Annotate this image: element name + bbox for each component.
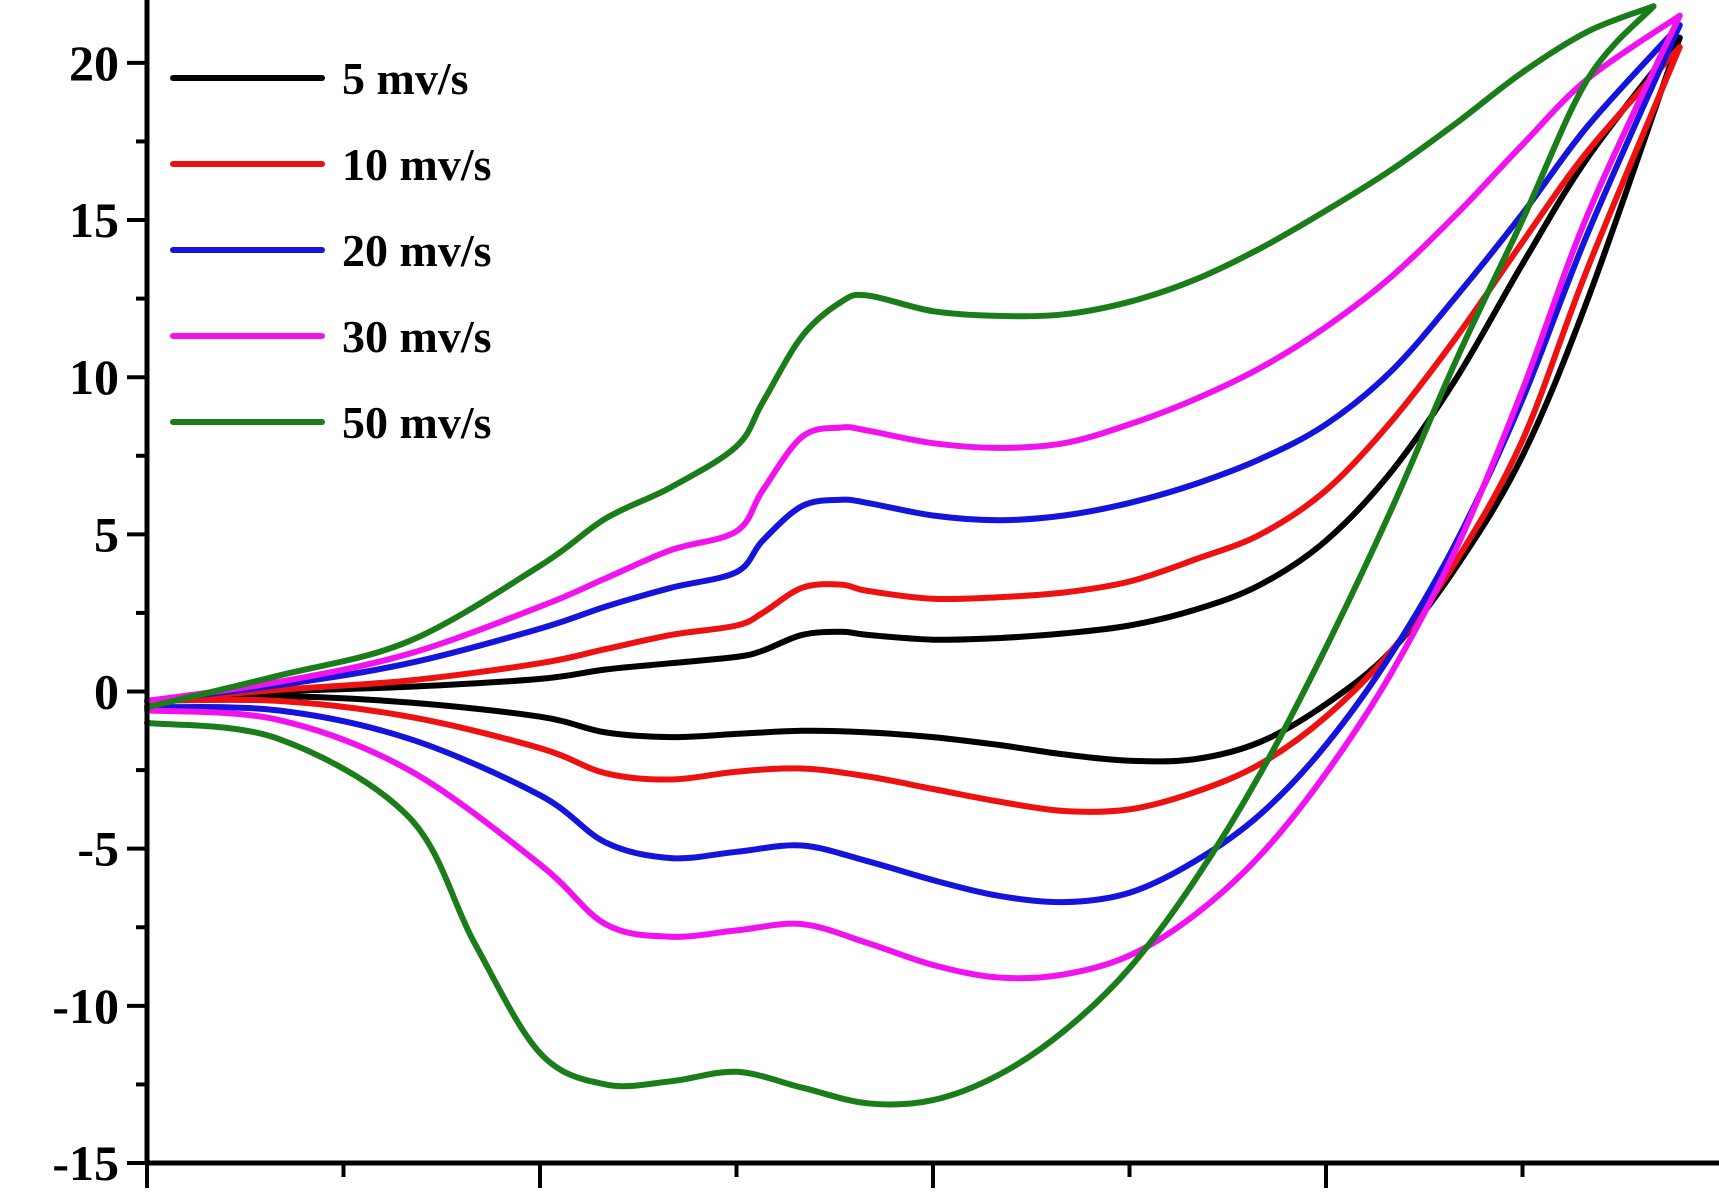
legend-label-3: 20 mv/s <box>342 225 492 276</box>
y-tick-label: 0 <box>94 664 119 720</box>
y-tick-label: -15 <box>52 1135 119 1191</box>
legend-label-4: 30 mv/s <box>342 311 492 362</box>
legend-label-1: 5 mv/s <box>342 53 469 104</box>
series-2-cathodic-curve <box>144 44 1683 815</box>
legend: 5 mv/s 10 mv/s 20 mv/s 30 mv/s 50 mv/s <box>170 53 492 448</box>
y-tick-label: -5 <box>77 821 119 877</box>
series-5-cathodic-curve <box>144 3 1657 1108</box>
y-tick-label: 10 <box>69 349 119 405</box>
y-tick-label: 5 <box>94 506 119 562</box>
series-layer <box>144 3 1683 1108</box>
legend-label-2: 10 mv/s <box>342 139 492 190</box>
series-1-cathodic-curve <box>144 34 1683 765</box>
series-4-anodic-curve <box>144 12 1683 704</box>
series-3-anodic-curve <box>144 22 1683 704</box>
series-5-anodic-curve <box>144 3 1657 711</box>
legend-label-5: 50 mv/s <box>342 397 492 448</box>
series-4-cathodic-curve <box>144 12 1683 982</box>
series-1-anodic-curve <box>144 34 1683 704</box>
y-tick-label: 15 <box>69 192 119 248</box>
y-tick-label: -10 <box>52 978 119 1034</box>
ticks-layer: -15 -10 -5 0 5 10 15 20 <box>52 35 1525 1191</box>
series-2-anodic-curve <box>144 44 1683 704</box>
y-tick-label: 20 <box>69 35 119 91</box>
